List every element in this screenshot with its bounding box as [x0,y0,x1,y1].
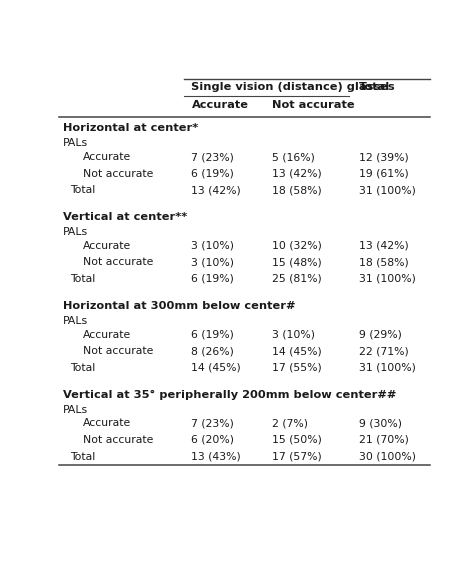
Text: 9 (30%): 9 (30%) [359,418,401,429]
Text: Single vision (distance) glasses: Single vision (distance) glasses [191,82,395,92]
Text: 6 (19%): 6 (19%) [191,168,234,179]
Text: 31 (100%): 31 (100%) [359,274,416,284]
Text: 13 (43%): 13 (43%) [191,451,241,462]
Text: 7 (23%): 7 (23%) [191,418,234,429]
Text: 22 (71%): 22 (71%) [359,346,409,356]
Text: 9 (29%): 9 (29%) [359,329,401,340]
Text: 15 (50%): 15 (50%) [272,435,322,445]
Text: 21 (70%): 21 (70%) [359,435,409,445]
Text: Vertical at center**: Vertical at center** [63,212,187,222]
Text: 12 (39%): 12 (39%) [359,152,409,162]
Text: Accurate: Accurate [83,418,131,429]
Text: Vertical at 35° peripherally 200mm below center##: Vertical at 35° peripherally 200mm below… [63,390,396,400]
Text: Total: Total [359,82,390,92]
Text: Not accurate: Not accurate [83,168,154,179]
Text: 18 (58%): 18 (58%) [272,185,322,195]
Text: 30 (100%): 30 (100%) [359,451,416,462]
Text: 25 (81%): 25 (81%) [272,274,322,284]
Text: 14 (45%): 14 (45%) [191,363,241,373]
Text: 10 (32%): 10 (32%) [272,241,322,251]
Text: Not accurate: Not accurate [83,435,154,445]
Text: Horizontal at 300mm below center#: Horizontal at 300mm below center# [63,301,295,311]
Text: 31 (100%): 31 (100%) [359,363,416,373]
Text: 5 (16%): 5 (16%) [272,152,315,162]
Text: 3 (10%): 3 (10%) [191,257,235,268]
Text: 6 (19%): 6 (19%) [191,329,234,340]
Text: 15 (48%): 15 (48%) [272,257,322,268]
Text: 6 (20%): 6 (20%) [191,435,235,445]
Text: 18 (58%): 18 (58%) [359,257,409,268]
Text: 2 (7%): 2 (7%) [272,418,308,429]
Text: Not accurate: Not accurate [83,346,154,356]
Text: PALs: PALs [63,138,88,149]
Text: 17 (57%): 17 (57%) [272,451,322,462]
Text: 7 (23%): 7 (23%) [191,152,234,162]
Text: 3 (10%): 3 (10%) [191,241,235,251]
Text: 17 (55%): 17 (55%) [272,363,322,373]
Text: 13 (42%): 13 (42%) [191,185,241,195]
Text: Horizontal at center*: Horizontal at center* [63,124,198,133]
Text: PALs: PALs [63,405,88,415]
Text: PALs: PALs [63,227,88,237]
Text: 14 (45%): 14 (45%) [272,346,322,356]
Text: Total: Total [70,363,96,373]
Text: 13 (42%): 13 (42%) [272,168,322,179]
Text: 13 (42%): 13 (42%) [359,241,409,251]
Text: Total: Total [70,185,96,195]
Text: PALs: PALs [63,316,88,326]
Text: Not accurate: Not accurate [83,257,154,268]
Text: 8 (26%): 8 (26%) [191,346,234,356]
Text: 19 (61%): 19 (61%) [359,168,409,179]
Text: Total: Total [70,451,96,462]
Text: 6 (19%): 6 (19%) [191,274,234,284]
Text: Total: Total [70,274,96,284]
Text: Accurate: Accurate [83,152,131,162]
Text: 31 (100%): 31 (100%) [359,185,416,195]
Text: Accurate: Accurate [191,100,248,110]
Text: Not accurate: Not accurate [272,100,355,110]
Text: 3 (10%): 3 (10%) [272,329,315,340]
Text: Accurate: Accurate [83,329,131,340]
Text: Accurate: Accurate [83,241,131,251]
